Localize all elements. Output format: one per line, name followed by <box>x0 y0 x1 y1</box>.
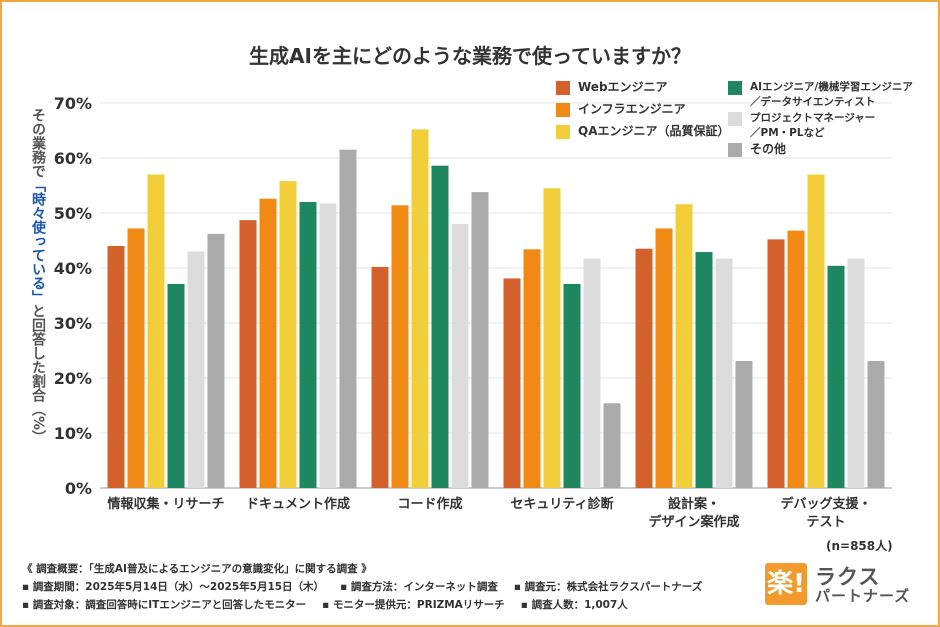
survey-target: ▪ 調査対象：調査回答時にITエンジニアと回答したモニター <box>22 599 307 611</box>
x-tick-label: ドキュメント作成 <box>246 496 350 512</box>
bar <box>371 266 389 488</box>
y-axis-label-highlight: 「時々使っている」 <box>30 178 46 304</box>
legend-swatch <box>556 103 570 117</box>
bar <box>583 258 601 488</box>
bar <box>635 248 653 488</box>
legend-swatch <box>728 81 742 95</box>
bar <box>391 205 409 489</box>
survey-notes: 《 調査概要：「生成AI普及によるエンジニアの意識変化」に関する調査 》 ▪ 調… <box>22 560 718 614</box>
chart-title: 生成AIを主にどのような業務で使っていますか？ <box>249 44 691 68</box>
bar <box>207 233 225 488</box>
bar <box>867 360 885 488</box>
bar <box>675 204 693 488</box>
y-tick-label: 70% <box>54 94 92 113</box>
legend-label: インフラエンジニア <box>578 102 686 116</box>
x-tick-label: セキュリティ診断 <box>510 496 613 512</box>
bar <box>239 220 257 488</box>
bar <box>603 403 621 488</box>
logo-line1: ラクス <box>815 565 881 589</box>
bar <box>807 174 825 488</box>
legend-item: AIエンジニア/機械学習エンジニア ／データサイエンティスト <box>728 80 913 110</box>
bar <box>411 129 429 488</box>
x-tick-label: デザイン案作成 <box>648 514 739 530</box>
x-tick-label: デバッグ支援・ <box>780 496 871 512</box>
survey-notes-heading: 《 調査概要：「生成AI普及によるエンジニアの意識変化」に関する調査 》 <box>22 563 372 575</box>
x-tick-label: コード作成 <box>397 496 462 512</box>
bar <box>787 230 805 488</box>
bar <box>299 202 317 488</box>
legend-item: プロジェクトマネージャー ／PM・PLなど <box>728 111 875 141</box>
bar <box>279 181 297 488</box>
bar <box>827 265 845 488</box>
x-tick-label: 設計案・ <box>668 496 720 512</box>
survey-method: ▪ 調査方法：インターネット調査 <box>340 581 498 593</box>
bar <box>503 278 521 488</box>
bar <box>735 360 753 488</box>
bar <box>767 239 785 488</box>
legend-item: インフラエンジニア <box>556 102 686 117</box>
y-tick-label: 30% <box>54 314 92 333</box>
bar <box>319 203 337 488</box>
legend-label: その他 <box>750 142 787 156</box>
survey-notes-row1: ▪ 調査期間：2025年5月14日（水）〜2025年5月15日（木） ▪ 調査方法… <box>22 578 718 596</box>
bar <box>107 246 125 488</box>
y-tick-label: 40% <box>54 259 92 278</box>
bar <box>259 198 277 488</box>
bar <box>563 283 581 488</box>
y-axis-label: その業務で「時々使っている」と回答した割合（%） <box>22 108 46 444</box>
legend-label: Webエンジニア <box>578 80 668 94</box>
logo-mark: 楽! <box>765 563 807 605</box>
bar <box>187 251 205 488</box>
bar <box>147 174 165 488</box>
legend-item: その他 <box>728 142 786 157</box>
legend-item: Webエンジニア <box>556 80 668 95</box>
y-axis-label-part1: その業務で <box>30 108 46 178</box>
y-tick-label: 50% <box>54 204 92 223</box>
legend-label: プロジェクトマネージャー ／PM・PLなど <box>750 112 876 139</box>
x-tick-label: テスト <box>806 515 845 530</box>
survey-count: ▪ 調査人数：1,007人 <box>520 599 628 611</box>
bar <box>523 249 541 488</box>
survey-period: ▪ 調査期間：2025年5月14日（水）〜2025年5月15日（木） <box>22 581 325 593</box>
legend-swatch <box>728 112 742 126</box>
y-tick-label: 20% <box>54 369 92 388</box>
y-axis-label-part3: と回答した割合（%） <box>30 304 46 445</box>
bar <box>431 165 449 488</box>
y-tick-label: 60% <box>54 149 92 168</box>
legend-label: QAエンジニア（品質保証） <box>578 124 730 138</box>
company-logo: 楽! ラクス パートナーズ <box>765 563 925 605</box>
bar <box>695 252 713 488</box>
logo-line2: パートナーズ <box>815 587 911 605</box>
legend-swatch <box>728 143 742 157</box>
bar <box>127 228 145 488</box>
y-tick-label: 10% <box>54 424 92 443</box>
survey-source: ▪ 調査元：株式会社ラクスパートナーズ <box>513 581 703 593</box>
survey-notes-row2: ▪ 調査対象：調査回答時にITエンジニアと回答したモニター ▪ モニター提供元：P… <box>22 596 718 614</box>
bar <box>167 283 185 488</box>
legend-swatch <box>556 125 570 139</box>
survey-provider: ▪ モニター提供元：PRIZMAリサーチ <box>322 599 505 611</box>
bar <box>655 228 673 488</box>
legend-label: AIエンジニア/機械学習エンジニア ／データサイエンティスト <box>750 81 913 108</box>
bar <box>847 258 865 488</box>
bar <box>471 192 489 488</box>
bar <box>715 258 733 488</box>
y-tick-label: 0% <box>65 479 92 498</box>
bar <box>451 224 469 488</box>
legend-swatch <box>556 81 570 95</box>
sample-size-note: (n=858人) <box>826 539 893 553</box>
legend: Webエンジニアインフラエンジニア QAエンジニア（品質保証） AIエンジニア/機械… <box>556 80 926 180</box>
legend-item: QAエンジニア（品質保証） <box>556 124 730 139</box>
x-tick-label: 情報収集・リサーチ <box>107 496 224 512</box>
bar <box>543 188 561 488</box>
bar <box>339 149 357 488</box>
